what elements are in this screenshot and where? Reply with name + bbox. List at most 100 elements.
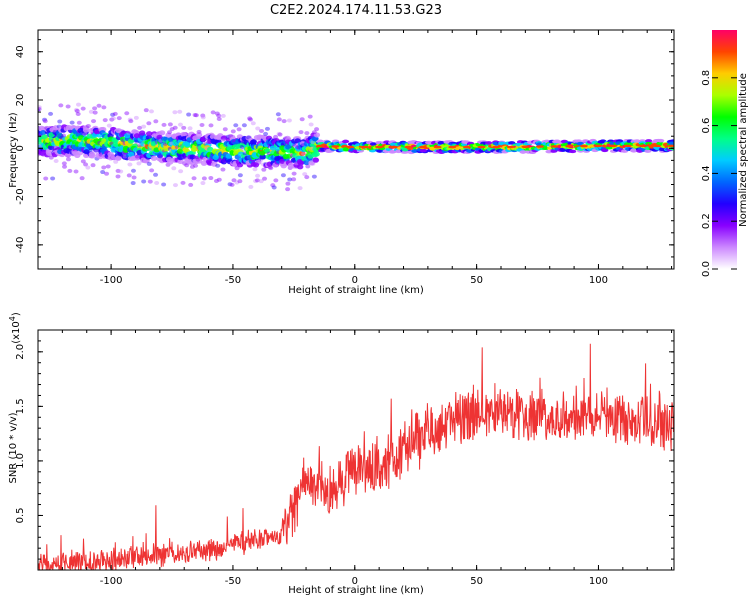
spectrogram-halo-cell bbox=[171, 166, 177, 171]
spectrogram-y-label: Frequency (Hz) bbox=[8, 112, 19, 188]
spectrogram-halo-cell bbox=[234, 180, 240, 185]
spectrogram-cell bbox=[195, 132, 203, 138]
spectrogram-cell bbox=[89, 153, 96, 159]
spectrogram-peak-cell bbox=[419, 145, 428, 149]
spectrogram-cell bbox=[259, 154, 266, 160]
spectrogram-halo-cell bbox=[208, 176, 214, 181]
spectrogram-halo-cell bbox=[113, 159, 119, 164]
spectrogram-cell bbox=[287, 162, 295, 168]
spectrogram-peak-cell bbox=[638, 144, 647, 148]
spectrogram-peak-cell bbox=[492, 145, 501, 149]
spectrogram-halo-cell bbox=[297, 186, 303, 191]
spectrogram-cell bbox=[72, 150, 79, 156]
spectrogram-halo-cell bbox=[91, 119, 97, 124]
spectrogram-halo-cell bbox=[146, 121, 152, 126]
spectrogram-cell bbox=[196, 158, 203, 164]
spectrogram-cell bbox=[657, 138, 665, 143]
spectrogram-frame bbox=[37, 29, 675, 270]
spectrogram-halo-cell bbox=[261, 167, 267, 172]
spectrogram-cell bbox=[485, 141, 493, 145]
spectrogram-halo-cell bbox=[196, 129, 202, 134]
spectrogram-halo-cell bbox=[275, 112, 281, 117]
spectrogram-cell bbox=[264, 148, 271, 154]
spectrogram-halo-cell bbox=[154, 180, 160, 185]
spectrogram-halo-cell bbox=[286, 118, 292, 123]
spectrogram-cell bbox=[569, 149, 577, 154]
spectrogram-halo-cell bbox=[200, 181, 206, 186]
spectrogram-peak-cell bbox=[550, 145, 559, 148]
spectrogram-cell bbox=[342, 139, 350, 144]
spectrogram-halo-cell bbox=[110, 116, 116, 121]
colorbar-tick-label: 0.0 bbox=[701, 261, 712, 277]
spectrogram-x-tick-label: -50 bbox=[225, 275, 241, 286]
spectrogram-halo-cell bbox=[278, 139, 284, 144]
spectrogram-halo-cell bbox=[48, 155, 54, 160]
spectrogram-halo-cell bbox=[58, 103, 64, 108]
spectrogram-halo-cell bbox=[199, 122, 205, 127]
snr-y-ticks: 0.5 1.0 1.5 2.0 bbox=[15, 340, 674, 560]
spectrogram-peak-cell bbox=[477, 145, 486, 149]
spectrogram-halo-cell bbox=[167, 130, 173, 135]
spectrogram-cell bbox=[273, 151, 280, 157]
spectrogram-halo-cell bbox=[231, 178, 237, 183]
spectrogram-halo-cell bbox=[53, 158, 59, 163]
spectrogram-halo-cell bbox=[268, 166, 274, 171]
spectrogram-cell bbox=[165, 132, 172, 138]
spectrogram-cell bbox=[184, 141, 191, 147]
spectrogram-cell bbox=[419, 148, 427, 153]
spectrogram-halo-cell bbox=[101, 105, 107, 110]
spectrogram-peak-cell bbox=[316, 144, 325, 148]
spectrogram-cell bbox=[313, 151, 320, 157]
spectrogram-cell bbox=[180, 131, 187, 138]
spectrogram-halo-cell bbox=[57, 119, 63, 124]
spectrogram-halo-cell bbox=[133, 115, 139, 120]
spectrogram-halo-cell bbox=[110, 112, 116, 117]
spectrogram-halo-cell bbox=[310, 161, 316, 166]
spectrogram-halo-cell bbox=[250, 121, 256, 126]
spectrogram-halo-cell bbox=[134, 154, 140, 159]
spectrogram-halo-cell bbox=[43, 176, 49, 181]
spectrogram-halo-cell bbox=[172, 183, 178, 188]
spectrogram-peak-cell bbox=[535, 145, 544, 148]
spectrogram-halo-cell bbox=[187, 126, 193, 131]
spectrogram-halo-cell bbox=[222, 127, 228, 132]
spectrogram-halo-cell bbox=[38, 108, 41, 113]
spectrogram-halo-cell bbox=[248, 184, 254, 189]
spectrogram-halo-cell bbox=[89, 149, 95, 154]
snr-x-tick-label: 0 bbox=[352, 576, 358, 587]
spectrogram-halo-cell bbox=[214, 111, 220, 116]
spectrogram-cell bbox=[134, 155, 141, 161]
snr-plot-area bbox=[38, 330, 674, 570]
spectrogram-halo-cell bbox=[241, 139, 247, 144]
snr-y-tick-label: 0.5 bbox=[15, 508, 26, 524]
spectrogram-cell bbox=[145, 131, 153, 137]
spectrogram-halo-cell bbox=[157, 154, 163, 159]
colorbar-tick-label: 0.8 bbox=[701, 70, 712, 86]
snr-y-tick-label: 1.5 bbox=[15, 398, 26, 414]
colorbar: 0.0 0.2 0.4 0.6 0.8 Normalized spectral ampl… bbox=[701, 30, 749, 277]
spectrogram-halo-cell bbox=[301, 152, 307, 157]
spectrogram-halo-cell bbox=[220, 113, 226, 118]
spectrogram-halo-cell bbox=[146, 161, 152, 166]
spectrogram-halo-cell bbox=[102, 118, 108, 123]
spectrogram-halo-cell bbox=[255, 126, 261, 131]
spectrogram-halo-cell bbox=[227, 182, 233, 187]
spectrogram-halo-cell bbox=[112, 111, 118, 116]
spectrogram-x-tick-label: -100 bbox=[100, 275, 123, 286]
spectrogram-halo-cell bbox=[308, 122, 314, 127]
spectrogram-halo-cell bbox=[236, 127, 242, 132]
spectrogram-halo-cell bbox=[177, 109, 183, 114]
spectrogram-cell bbox=[630, 148, 638, 153]
spectrogram-halo-cell bbox=[180, 180, 186, 185]
spectrogram-peak-cell bbox=[652, 144, 661, 148]
spectrogram-cell bbox=[150, 155, 158, 161]
spectrogram-cell bbox=[52, 125, 60, 131]
spectrogram-halo-cell bbox=[148, 109, 154, 114]
spectrogram-halo-cell bbox=[126, 130, 132, 135]
colorbar-tick-label: 0.2 bbox=[701, 213, 712, 229]
spectrogram-halo-cell bbox=[141, 179, 147, 184]
spectrogram-halo-cell bbox=[285, 181, 291, 186]
spectrogram-cell bbox=[156, 152, 164, 159]
spectrogram-halo-cell bbox=[130, 168, 136, 173]
